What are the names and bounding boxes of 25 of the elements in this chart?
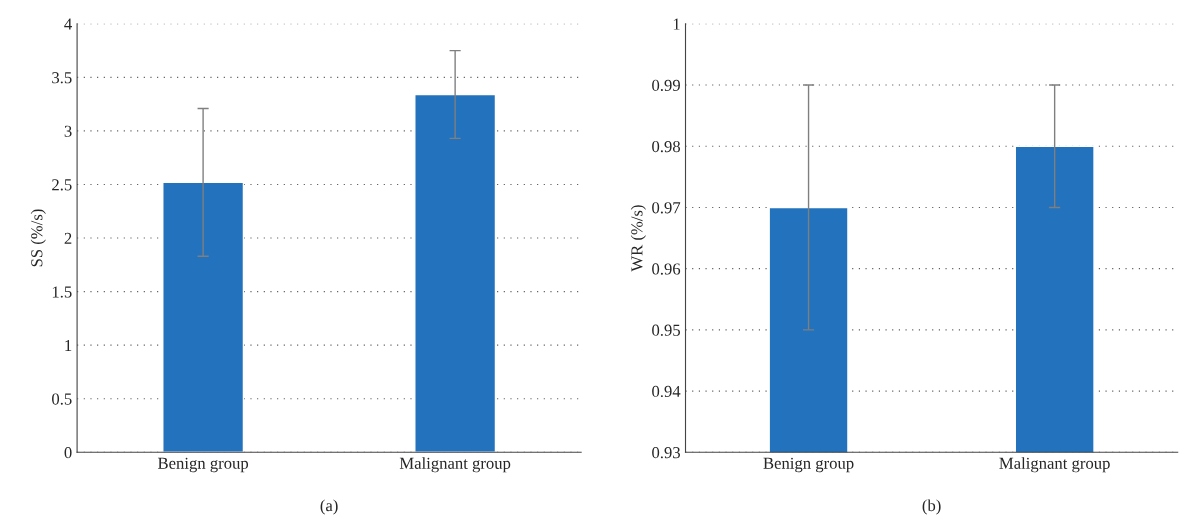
y-tick-label: 0.98 (652, 140, 681, 153)
y-tick-label: 1 (673, 18, 680, 30)
text: (a) (320, 499, 338, 515)
y-tick-label: 0.5 (52, 393, 72, 405)
y-tick-label: 3.5 (52, 72, 72, 84)
y-tick-label: 0.94 (652, 385, 681, 398)
y-tick-label: 0.95 (652, 324, 680, 336)
y-tick-label: 0.97 (652, 202, 681, 214)
y-tick-label: 1 (65, 339, 72, 351)
y-tick-label: 3 (64, 125, 72, 137)
y-tick-label: 2.5 (52, 179, 72, 191)
y-tick-label: 2 (64, 232, 72, 244)
x-tick-label: Benign group (157, 457, 249, 473)
y-tick-label: 0.93 (652, 446, 680, 459)
y-axis-title: SS (%/s) (30, 209, 46, 267)
x-tick-label: Malignant group (399, 457, 511, 473)
y-tick-label: 4 (64, 18, 72, 30)
x-tick-label: Benign group (763, 457, 854, 473)
y-tick-label: 0 (64, 446, 72, 459)
y-axis-title: WR (%/s) (630, 205, 646, 272)
text: (b) (922, 499, 941, 515)
y-tick-label: 1.5 (52, 286, 72, 298)
y-tick-label: 0.96 (652, 263, 681, 275)
x-tick-label: Malignant group (999, 457, 1110, 473)
y-tick-label: 0.99 (652, 79, 680, 92)
